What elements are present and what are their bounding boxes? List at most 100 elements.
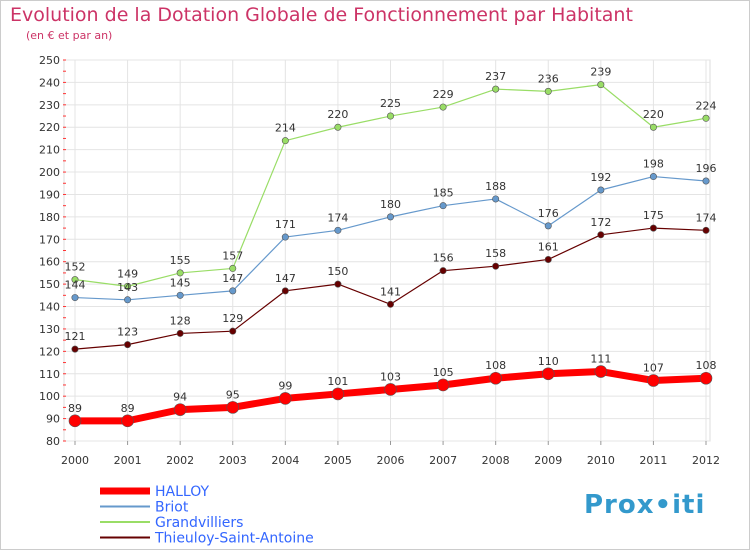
data-label-thieuloy-saint-antoine: 123 (117, 326, 138, 339)
data-label-thieuloy-saint-antoine: 161 (538, 240, 559, 253)
data-point-briot (386, 213, 394, 221)
x-tick-label: 2007 (429, 454, 457, 467)
data-point-halloy (121, 414, 134, 428)
data-label-grandvilliers: 149 (117, 267, 138, 280)
x-tick-label: 2009 (534, 454, 562, 467)
data-point-grandvilliers (281, 137, 289, 145)
data-point-thieuloy-saint-antoine (334, 280, 342, 288)
data-label-halloy: 101 (327, 375, 348, 388)
data-label-briot: 188 (485, 180, 506, 193)
x-tick-label: 2001 (114, 454, 142, 467)
data-point-thieuloy-saint-antoine (124, 341, 132, 349)
data-point-grandvilliers (439, 103, 447, 111)
data-point-grandvilliers (334, 123, 342, 131)
data-point-halloy (594, 365, 608, 378)
data-label-thieuloy-saint-antoine: 128 (170, 314, 191, 327)
data-label-briot: 147 (222, 272, 243, 285)
data-label-grandvilliers: 224 (696, 99, 717, 112)
data-label-thieuloy-saint-antoine: 121 (65, 330, 86, 343)
data-point-halloy (436, 378, 450, 392)
data-point-thieuloy-saint-antoine (176, 329, 184, 337)
data-point-thieuloy-saint-antoine (544, 255, 552, 263)
data-label-briot: 185 (433, 187, 454, 200)
data-point-halloy (541, 367, 555, 381)
legend-label-halloy: HALLOY (155, 484, 209, 500)
data-label-grandvilliers: 220 (327, 108, 348, 121)
data-label-briot: 176 (538, 207, 559, 220)
data-label-briot: 196 (696, 162, 717, 175)
y-tick-label: 250 (39, 54, 60, 67)
legend-label-briot: Briot (155, 500, 189, 516)
data-label-grandvilliers: 214 (275, 122, 296, 135)
data-point-briot (176, 291, 184, 299)
data-label-halloy: 110 (538, 355, 559, 368)
data-point-thieuloy-saint-antoine (597, 231, 605, 239)
data-label-briot: 198 (643, 158, 664, 171)
data-label-halloy: 89 (121, 402, 135, 415)
data-point-halloy (699, 371, 713, 385)
x-tick-label: 2008 (482, 454, 510, 467)
chart-subtitle: (en € et par an) (26, 29, 113, 42)
data-point-briot (597, 186, 605, 194)
data-label-briot: 174 (327, 211, 348, 224)
data-label-grandvilliers: 229 (433, 88, 454, 101)
x-tick-label: 2010 (587, 454, 615, 467)
data-label-briot: 171 (275, 218, 296, 231)
data-label-briot: 145 (170, 276, 191, 289)
y-tick-label: 230 (39, 99, 60, 112)
y-tick-label: 200 (39, 166, 60, 179)
data-point-grandvilliers (229, 264, 237, 272)
data-label-thieuloy-saint-antoine: 147 (275, 272, 296, 285)
data-label-briot: 143 (117, 281, 138, 294)
data-label-grandvilliers: 225 (380, 97, 401, 110)
data-label-thieuloy-saint-antoine: 174 (696, 211, 717, 224)
y-tick-label: 190 (39, 188, 60, 201)
y-tick-label: 160 (39, 256, 60, 269)
data-label-halloy: 99 (278, 379, 292, 392)
y-tick-label: 110 (39, 368, 60, 381)
data-label-grandvilliers: 236 (538, 72, 559, 85)
data-point-grandvilliers (124, 282, 132, 290)
data-point-halloy (489, 371, 502, 385)
y-tick-label: 180 (39, 211, 60, 224)
data-point-briot (544, 222, 552, 230)
x-tick-label: 2011 (639, 454, 667, 467)
y-tick-label: 140 (39, 301, 60, 314)
data-label-halloy: 95 (226, 388, 240, 401)
y-tick-label: 90 (46, 413, 60, 426)
y-tick-label: 100 (39, 390, 60, 403)
data-point-briot (702, 177, 710, 185)
data-label-halloy: 111 (590, 353, 611, 366)
data-point-briot (229, 287, 237, 295)
data-point-briot (439, 202, 447, 210)
data-label-grandvilliers: 155 (170, 254, 191, 267)
watermark-logo: Prox•iti (584, 490, 706, 520)
data-label-grandvilliers: 220 (643, 108, 664, 121)
data-label-grandvilliers: 239 (590, 66, 611, 79)
x-tick-label: 2004 (271, 454, 299, 467)
y-tick-label: 120 (39, 345, 60, 358)
y-tick-label: 170 (39, 233, 60, 246)
data-point-halloy (173, 403, 187, 416)
data-point-halloy (68, 414, 82, 428)
data-point-halloy (226, 401, 240, 414)
data-label-briot: 192 (590, 171, 611, 184)
data-point-halloy (279, 392, 292, 405)
data-point-thieuloy-saint-antoine (281, 287, 289, 295)
data-point-briot (281, 233, 289, 241)
x-tick-label: 2002 (166, 454, 194, 467)
x-tick-label: 2000 (61, 454, 89, 467)
data-label-briot: 144 (65, 279, 86, 292)
data-point-thieuloy-saint-antoine (702, 226, 710, 234)
data-label-thieuloy-saint-antoine: 129 (222, 312, 243, 325)
data-point-thieuloy-saint-antoine (492, 262, 500, 270)
data-point-grandvilliers (544, 87, 552, 95)
data-label-thieuloy-saint-antoine: 150 (327, 265, 348, 278)
x-tick-label: 2003 (219, 454, 247, 467)
data-label-halloy: 105 (433, 366, 454, 379)
data-label-grandvilliers: 237 (485, 70, 506, 83)
data-label-thieuloy-saint-antoine: 156 (433, 252, 454, 265)
data-point-thieuloy-saint-antoine (71, 345, 79, 353)
